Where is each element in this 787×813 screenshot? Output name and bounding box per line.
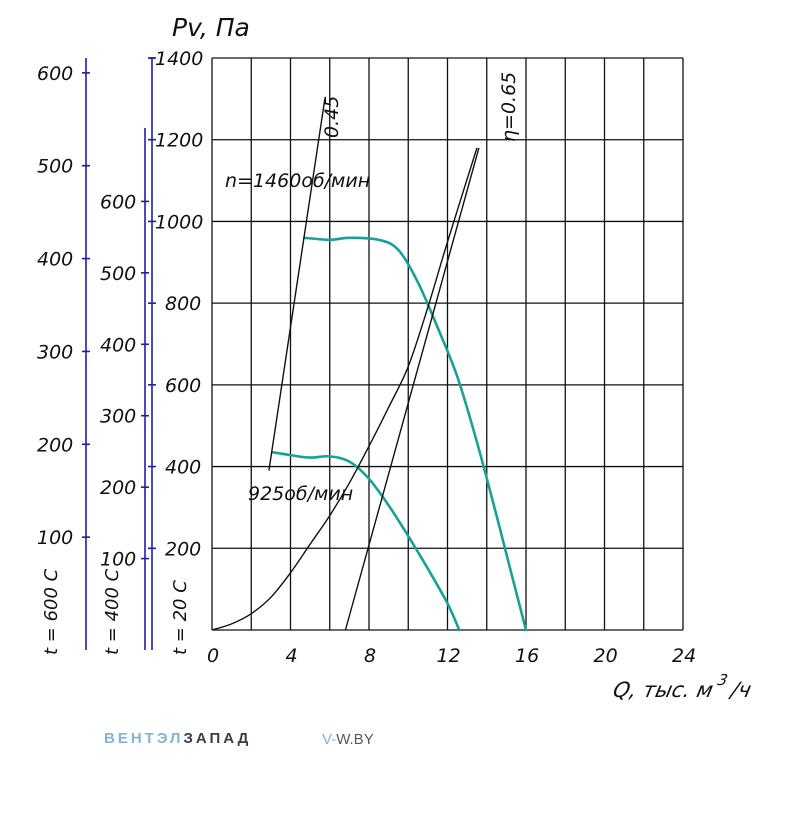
x-axis-label: Q, тыс. м3/ч bbox=[611, 671, 755, 703]
site-link[interactable]: V-W.BY bbox=[322, 731, 374, 748]
y-tick-labels: 200 400 600 800 1000 1200 1400 100 200 300 400 500 6… bbox=[37, 48, 203, 571]
x-axis-label-tail: /ч bbox=[727, 678, 754, 703]
efficiency-label-045: 0.45 bbox=[321, 96, 343, 138]
y-tick-600-100: 100 bbox=[37, 527, 73, 549]
y-tick-400-400: 400 bbox=[100, 334, 136, 356]
y-tick-20-1000: 1000 bbox=[155, 211, 203, 233]
y-tick-600-600: 600 bbox=[37, 63, 73, 85]
y-tick-600-500: 500 bbox=[37, 156, 73, 178]
x-tick-24: 24 bbox=[672, 645, 696, 667]
series-label-1460: n=1460об/мин bbox=[225, 170, 370, 192]
efficiency-line-1 bbox=[344, 147, 480, 631]
efficiency-line-0 bbox=[268, 131, 321, 471]
y-tick-20-800: 800 bbox=[165, 293, 201, 315]
y-tick-20-200: 200 bbox=[165, 538, 201, 560]
temp-axis-label-600: t = 600 С bbox=[41, 568, 62, 655]
x-tick-0: 0 bbox=[207, 645, 219, 667]
brand-logo: ВЕНТЭЛЗАПАД bbox=[104, 730, 251, 747]
y-tick-20-400: 400 bbox=[165, 457, 201, 479]
curve-1460 bbox=[302, 236, 528, 632]
efficiency-label-065: η=0.65 bbox=[498, 72, 520, 142]
y-tick-400-300: 300 bbox=[100, 406, 136, 428]
y-axis-label: Pv, Па bbox=[172, 13, 250, 42]
y-tick-20-600: 600 bbox=[165, 375, 201, 397]
axes bbox=[82, 57, 156, 650]
logo-part1: ВЕНТЭЛ bbox=[104, 730, 184, 747]
temp-axis-label-400: t = 400 С bbox=[102, 568, 123, 655]
y-tick-600-300: 300 bbox=[37, 341, 73, 363]
logo-part2: ЗАПАД bbox=[183, 730, 252, 747]
x-axis-label-sup: 3 bbox=[716, 671, 729, 689]
site-part1: V- bbox=[322, 731, 337, 748]
x-tick-8: 8 bbox=[364, 645, 376, 667]
x-axis-label-main: Q, тыс. м bbox=[611, 678, 716, 703]
efficiency-line-0-tip bbox=[319, 98, 326, 132]
y-tick-400-100: 100 bbox=[100, 549, 136, 571]
y-tick-400-600: 600 bbox=[100, 191, 136, 213]
x-tick-12: 12 bbox=[437, 645, 461, 667]
y-tick-400-200: 200 bbox=[100, 477, 136, 499]
y-tick-600-200: 200 bbox=[37, 434, 73, 456]
series-label-925: 925об/мин bbox=[248, 483, 353, 505]
temp-axis-label-20: t = 20 С bbox=[170, 580, 191, 655]
y-tick-20-1400: 1400 bbox=[155, 48, 203, 70]
y-tick-600-400: 400 bbox=[37, 249, 73, 271]
x-tick-4: 4 bbox=[286, 645, 298, 667]
curve-925 bbox=[271, 450, 461, 632]
curves bbox=[211, 98, 528, 632]
y-tick-400-500: 500 bbox=[100, 263, 136, 285]
x-tick-16: 16 bbox=[515, 645, 539, 667]
grid bbox=[211, 57, 684, 631]
site-part2: W.BY bbox=[336, 731, 374, 748]
curve-system bbox=[211, 147, 478, 631]
x-tick-20: 20 bbox=[594, 645, 618, 667]
x-tick-labels: 0 4 8 12 16 20 24 bbox=[207, 645, 696, 667]
y-tick-20-1200: 1200 bbox=[155, 130, 203, 152]
